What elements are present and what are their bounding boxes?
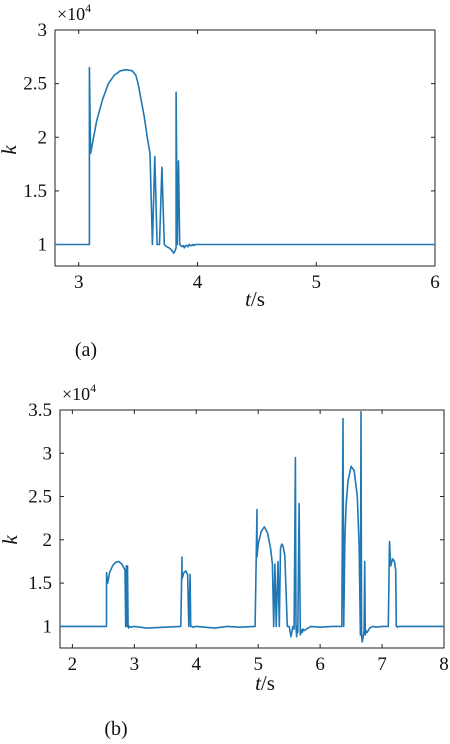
y-tick-label: 1.5 <box>23 181 47 202</box>
x-tick-label: 7 <box>377 654 387 675</box>
y-tick-label: 3.5 <box>28 400 52 421</box>
exponent-label: ×104 <box>62 381 96 404</box>
x-tick-label: 6 <box>430 272 440 293</box>
y-ticks: 1 1.5 2 2.5 3 3.5 <box>28 400 444 637</box>
y-tick-label: 1 <box>38 235 48 256</box>
x-axis-unit: /s <box>261 671 275 695</box>
y-tick-label: 2 <box>38 127 48 148</box>
x-axis-unit: /s <box>251 287 265 311</box>
y-tick-label: 2.5 <box>28 487 52 508</box>
series-line <box>55 66 435 254</box>
x-tick-label: 3 <box>130 654 140 675</box>
exponent-power: 4 <box>85 1 91 15</box>
y-axis-label: k <box>0 145 21 155</box>
x-tick-label: 8 <box>439 654 449 675</box>
chart-panel-a: 3 4 5 6 1 1.5 2 2.5 3 ×104 k t/s (a) <box>0 1 440 361</box>
y-tick-label: 2.5 <box>23 74 47 95</box>
y-tick-label: 2 <box>43 530 53 551</box>
x-axis-label: t/s <box>245 287 265 311</box>
y-tick-label: 1 <box>43 616 53 637</box>
exponent-label: ×104 <box>57 1 91 24</box>
y-ticks: 1 1.5 2 2.5 3 <box>23 20 435 256</box>
panel-label-b: (b) <box>104 718 127 740</box>
x-tick-label: 5 <box>312 272 322 293</box>
y-tick-label: 1.5 <box>28 573 52 594</box>
x-ticks: 3 4 5 6 <box>74 30 440 293</box>
panel-label-a: (a) <box>75 339 97 361</box>
plot-frame <box>54 29 436 267</box>
x-tick-label: 3 <box>74 272 84 293</box>
x-ticks: 2 3 4 5 6 7 8 <box>68 410 449 675</box>
x-tick-label: 4 <box>193 272 203 293</box>
x-axis-label: t/s <box>255 671 275 695</box>
plot-frame <box>59 409 445 649</box>
chart-panel-b: 2 3 4 5 6 7 8 1 1.5 2 2.5 3 3.5 ×104 k t/s (b) <box>0 381 449 740</box>
y-axis-label: k <box>0 535 22 545</box>
exponent-power: 4 <box>90 381 96 395</box>
x-tick-label: 6 <box>315 654 325 675</box>
x-tick-label: 4 <box>192 654 202 675</box>
x-tick-label: 2 <box>68 654 78 675</box>
series-line <box>60 410 444 643</box>
y-tick-label: 3 <box>43 443 53 464</box>
x-tick-label: 5 <box>253 654 263 675</box>
y-tick-label: 3 <box>38 20 48 41</box>
